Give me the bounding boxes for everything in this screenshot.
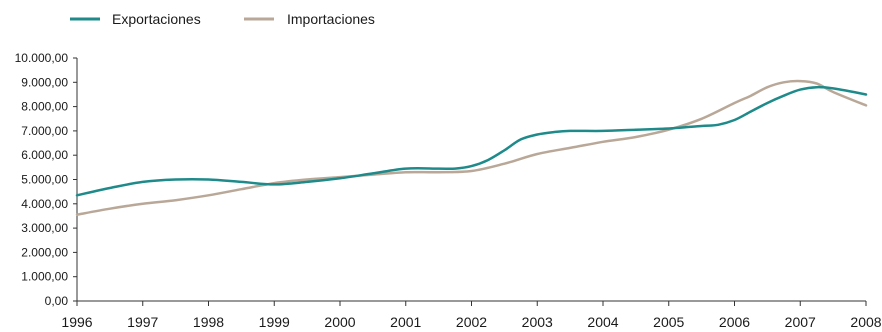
x-tick-label: 2007 (785, 314, 816, 330)
x-tick-label: 2008 (850, 314, 881, 330)
y-tick-label: 8.000,00 (21, 100, 68, 114)
x-tick-label: 1997 (127, 314, 158, 330)
y-tick-label: 9.000,00 (21, 75, 68, 89)
x-tick-label: 1999 (259, 314, 290, 330)
x-axis-ticks: 1996 1997 1998 1999 2000 2001 2002 2003 2004 2005… (61, 301, 882, 330)
legend-label-exportaciones: Exportaciones (112, 11, 201, 27)
x-tick-label: 2002 (456, 314, 487, 330)
x-tick-label: 2001 (390, 314, 421, 330)
y-axis-ticks: 0,00 1.000,00 2.000,00 3.000,00 4.000,00 5.00… (15, 51, 77, 308)
x-tick-label: 2006 (719, 314, 750, 330)
x-tick-label: 2005 (653, 314, 684, 330)
x-tick-label: 1998 (193, 314, 224, 330)
y-tick-label: 7.000,00 (21, 124, 68, 138)
y-tick-label: 3.000,00 (21, 221, 68, 235)
legend: Exportaciones Importaciones (70, 11, 375, 27)
y-tick-label: 6.000,00 (21, 148, 68, 162)
y-tick-label: 4.000,00 (21, 197, 68, 211)
series-line-importaciones (75, 79, 868, 216)
x-tick-label: 2004 (587, 314, 618, 330)
x-tick-label: 2000 (324, 314, 355, 330)
series-line-exportaciones (75, 85, 868, 197)
x-tick-label: 2003 (522, 314, 553, 330)
legend-label-importaciones: Importaciones (287, 11, 375, 27)
y-tick-label: 2.000,00 (21, 245, 68, 259)
x-tick-label: 1996 (61, 314, 92, 330)
y-tick-label: 5.000,00 (21, 173, 68, 187)
y-tick-label: 1.000,00 (21, 270, 68, 284)
y-tick-label: 10.000,00 (15, 51, 69, 65)
series-lines (75, 79, 868, 216)
y-tick-label: 0,00 (45, 294, 69, 308)
